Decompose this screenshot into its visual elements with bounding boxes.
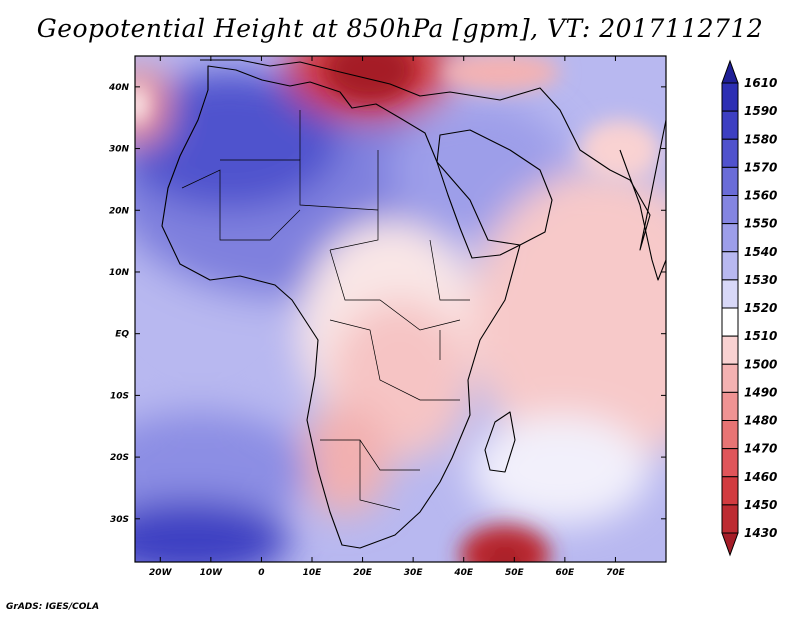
colorbar-label-1500: 1500 xyxy=(744,357,777,371)
colorbar-segment-2 xyxy=(721,476,739,506)
europe-coastline xyxy=(200,59,666,251)
india-coastline xyxy=(619,149,666,281)
colorbar-segment-4 xyxy=(721,420,739,450)
field-nw-corner-red xyxy=(135,65,168,145)
colorbar-segment-7 xyxy=(721,335,739,365)
border-sahara-1 xyxy=(220,159,379,211)
colorbar-segment-1 xyxy=(721,504,739,534)
y-tick-label-2: 20N xyxy=(109,206,130,216)
colorbar-segment-14 xyxy=(721,138,739,168)
colorbar-label-1490: 1490 xyxy=(744,385,777,399)
colorbar-segment-15 xyxy=(721,110,739,140)
colorbar-segment-16 xyxy=(721,82,739,112)
y-tick-label-3: 10N xyxy=(109,268,130,278)
colorbar-label-1470: 1470 xyxy=(744,442,777,456)
colorbar-bottom-triangle xyxy=(721,532,739,557)
border-sahara-3 xyxy=(181,169,301,241)
y-tick-label-5: 10S xyxy=(110,391,129,401)
x-tick-label-7: 50E xyxy=(505,568,525,578)
arabia-coastline xyxy=(436,129,553,246)
colorbar-segment-8 xyxy=(721,307,739,337)
country-borders xyxy=(181,110,470,511)
y-tick-label-4: EQ xyxy=(115,330,129,340)
colorbar-segment-11 xyxy=(721,223,739,253)
africa-coastline xyxy=(161,65,521,549)
colorbar: 1610 1590 1580 1570 1560 1550 1540 1530 1520 1510… xyxy=(721,59,777,557)
x-tick-label-8: 60E xyxy=(556,568,576,578)
colorbar-segment-9 xyxy=(721,279,739,309)
height-field xyxy=(135,56,666,562)
colorbar-label-1480: 1480 xyxy=(744,414,777,428)
colorbar-label-1510: 1510 xyxy=(744,329,777,343)
colorbar-segment-3 xyxy=(721,448,739,478)
field-nw-africa-deep xyxy=(135,70,340,210)
border-south xyxy=(320,439,420,511)
plot-frame xyxy=(134,55,667,563)
x-tick-label-3: 10E xyxy=(303,568,323,578)
colorbar-label-1540: 1540 xyxy=(744,245,777,259)
grads-credit: GrADS: IGES/COLA xyxy=(6,602,100,612)
colorbar-top-triangle xyxy=(721,59,739,84)
x-tick-label-2: 0 xyxy=(258,568,264,578)
x-tick-label-4: 20E xyxy=(353,568,373,578)
colorbar-label-1550: 1550 xyxy=(744,217,777,231)
field-madagascar-low xyxy=(460,525,550,562)
colorbar-segment-13 xyxy=(721,166,739,196)
colorbar-label-1430: 1430 xyxy=(744,526,777,540)
field-ne-pink xyxy=(440,56,560,92)
colorbar-label-1570: 1570 xyxy=(744,160,777,174)
colorbar-label-1520: 1520 xyxy=(744,301,777,315)
field-nw-corner-white xyxy=(135,87,147,123)
colorbar-segment-10 xyxy=(721,251,739,281)
coastlines xyxy=(161,59,666,549)
x-tick-label-9: 70E xyxy=(606,568,626,578)
border-central xyxy=(329,249,461,331)
field-south-atlantic-blue xyxy=(135,410,310,530)
field-sw-deep-blue xyxy=(135,500,290,562)
field-southern-africa-pink xyxy=(300,405,390,515)
y-tick-label-6: 20S xyxy=(110,453,129,463)
colorbar-label-1450: 1450 xyxy=(744,498,777,512)
field-med-core xyxy=(325,56,415,102)
field-madagascar-low-core xyxy=(485,546,525,562)
y-tick-label-1: 30N xyxy=(109,145,130,155)
chart-title: Geopotential Height at 850hPa [gpm], VT:… xyxy=(36,14,764,43)
colorbar-label-1530: 1530 xyxy=(744,273,777,287)
x-tick-label-6: 40E xyxy=(453,568,474,578)
colorbar-label-1610: 1610 xyxy=(744,76,777,90)
border-congo xyxy=(329,319,460,401)
x-tick-label-5: 30E xyxy=(404,568,424,578)
colorbar-segment-6 xyxy=(721,363,739,393)
colorbar-segment-5 xyxy=(721,391,739,421)
border-east xyxy=(429,239,470,360)
colorbar-label-1460: 1460 xyxy=(744,470,777,484)
y-tick-label-7: 30S xyxy=(110,515,129,525)
border-sahara-2 xyxy=(299,110,379,251)
colorbar-label-1580: 1580 xyxy=(744,132,777,146)
colorbar-segment-12 xyxy=(721,195,739,225)
axis-ticks: 20W 10W 0 10E 20E 30E 40E 50E 60E 70E 40N 30N 20N 10N… xyxy=(108,56,666,578)
x-tick-label-0: 20W xyxy=(149,568,173,578)
colorbar-label-1590: 1590 xyxy=(744,104,777,118)
x-tick-label-1: 10W xyxy=(200,568,224,578)
colorbar-label-1560: 1560 xyxy=(744,189,777,203)
y-tick-label-0: 40N xyxy=(108,83,130,93)
madagascar-coastline xyxy=(484,411,516,473)
field-south-indian-white xyxy=(470,415,650,525)
